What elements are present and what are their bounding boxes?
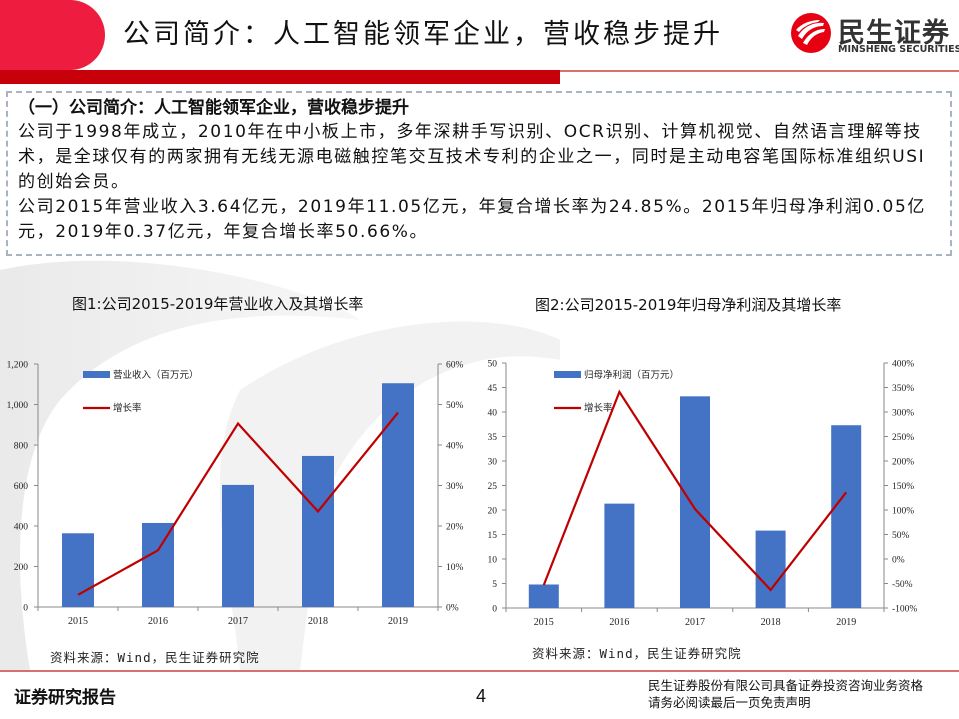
chart1-y-tick-label: 200 [14,563,29,573]
chart2-y-tick-label: 0 [492,605,497,615]
header-divider-thin [560,70,959,72]
chart1-y2-tick-label: 30% [446,482,464,492]
logo-text-cn: 民生证券 [838,18,950,49]
page-title: 公司简介：人工智能领军企业，营收稳步提升 [123,19,723,50]
footer-divider [0,670,959,672]
chart2-legend-line-label: 增长率 [584,402,613,414]
chart1-y2-tick-label: 60% [446,361,464,371]
chart2-y-tick-label: 10 [488,556,498,566]
chart2-y-tick-label: 15 [488,531,498,541]
chart2-y2-tick-label: -100% [892,605,917,615]
chart2-y2-tick-label: 300% [892,409,914,419]
chart1-legend-bar-swatch [83,371,110,378]
chart2-bar [528,584,559,608]
minsheng-logo: 民生证券 MINSHENG SECURITIES [790,12,959,56]
footer-disclaimer-line1: 民生证券股份有限公司具备证券投资咨询业务资格 [648,678,924,693]
chart1-bar [382,383,414,607]
chart1-y2-tick-label: 20% [446,523,464,533]
chart2-y2-tick-label: 150% [892,482,914,492]
chart2-y-tick-label: 40 [488,409,498,419]
chart1-y-tick-label: 0 [23,604,28,614]
page-number: 4 [476,686,487,706]
chart1-bar [302,455,334,607]
minsheng-logo-icon [791,13,831,53]
chart2-y-tick-label: 30 [488,458,498,468]
chart1-bar [142,522,174,607]
chart2-title: 图2:公司2015-2019年归母净利润及其增长率 [535,296,842,314]
chart1-y-tick-label: 1,200 [7,361,29,371]
chart1-y-tick-label: 800 [14,442,29,452]
chart1-x-label: 2019 [388,616,408,627]
chart1-y2-tick-label: 50% [446,401,464,411]
chart2-y2-tick-label: -50% [892,580,913,590]
chart1-title: 图1:公司2015-2019年营业收入及其增长率 [72,295,364,313]
chart1-source: 资料来源：Wind，民生证券研究院 [50,650,260,665]
chart1-x-label: 2018 [308,616,328,627]
chart2-y-tick-label: 5 [492,580,497,590]
chart2-y-tick-label: 20 [488,507,498,517]
footer-disclaimer: 民生证券股份有限公司具备证券投资咨询业务资格 请务必阅读最后一页免责声明 [648,677,923,711]
chart2-bar [831,425,862,608]
chart1-growth-line [77,411,399,596]
chart2-bar [680,396,710,608]
chart2-y-tick-label: 50 [488,360,498,370]
chart2-y-tick-label: 45 [488,384,498,394]
chart2-y2-tick-label: 250% [892,433,914,443]
intro-heading: （一）公司简介：人工智能领军企业，营收稳步提升 [18,98,409,118]
logo-text-en: MINSHENG SECURITIES [838,44,959,55]
chart2-y2-tick-label: 350% [892,384,914,394]
chart2-x-label: 2018 [761,617,781,628]
chart1-legend-bar-label: 营业收入（百万元） [113,369,199,381]
header-divider-thick [0,70,560,84]
chart1-bar [62,533,94,607]
chart1-y2-tick-label: 10% [446,563,464,573]
chart1-x-label: 2015 [68,616,88,627]
chart1-bar [222,484,254,607]
chart2-bar [755,530,786,608]
chart1-x-label: 2016 [148,616,168,627]
chart1-y-tick-label: 1,000 [7,401,29,411]
chart2-growth-line [542,389,848,592]
chart2-legend-bar-swatch [554,371,581,378]
footer-report-label: 证券研究报告 [14,688,116,708]
chart2-source: 资料来源：Wind，民生证券研究院 [532,646,742,661]
chart2-x-label: 2017 [685,617,705,628]
chart2-y-tick-label: 35 [488,433,498,443]
chart1-legend-line-label: 增长率 [113,402,142,414]
chart2-y-tick-label: 25 [488,482,498,492]
intro-box: （一）公司简介：人工智能领军企业，营收稳步提升 公司于1998年成立，2010年… [6,91,952,256]
chart2-bar [604,503,635,608]
chart2-legend-bar-label: 归母净利润（百万元） [584,369,679,381]
chart2-y2-tick-label: 100% [892,507,914,517]
chart2-y2-tick-label: 0% [892,556,905,566]
intro-paragraph-1: 公司于1998年成立，2010年在中小板上市，多年深耕手写识别、OCR识别、计算… [18,122,926,192]
header-accent-pill [0,0,105,70]
footer-disclaimer-line2: 请务必阅读最后一页免责声明 [648,695,811,710]
chart2-y2-tick-label: 400% [892,360,914,370]
chart2-y2-tick-label: 50% [892,531,910,541]
chart2-x-label: 2019 [836,617,856,628]
chart1-y-tick-label: 400 [14,523,29,533]
intro-paragraph-2: 公司2015年营业收入3.64亿元，2019年11.05亿元，年复合增长率为24… [18,197,926,242]
chart1-y2-tick-label: 40% [446,442,464,452]
chart2-x-label: 2016 [609,617,629,628]
chart2-y2-tick-label: 200% [892,458,914,468]
chart2-x-label: 2015 [534,617,554,628]
chart1-x-label: 2017 [228,616,248,627]
chart1-y-tick-label: 600 [14,482,29,492]
chart1-y2-tick-label: 0% [446,604,459,614]
